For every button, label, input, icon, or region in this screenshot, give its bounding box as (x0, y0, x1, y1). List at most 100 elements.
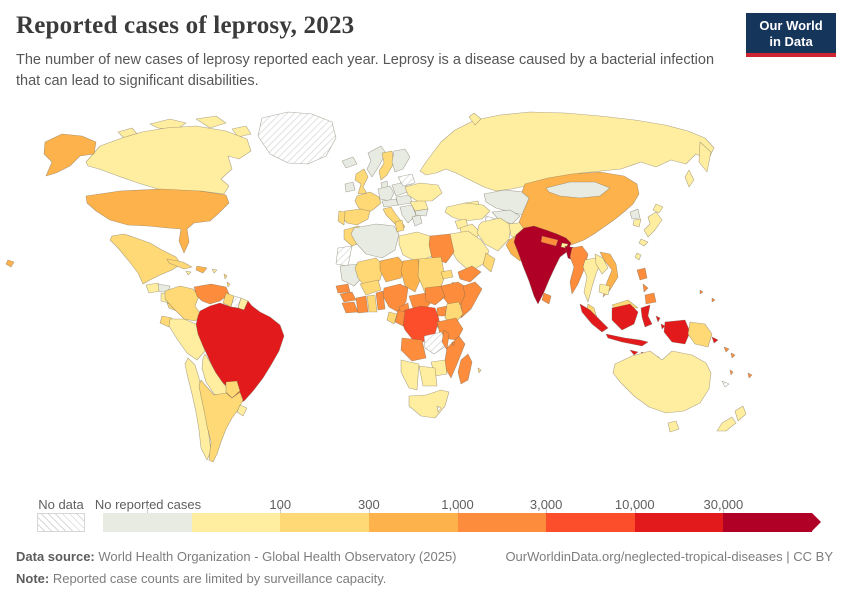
region-indonesia-moluccas[interactable]: Indonesia (Moluccas) (660, 323, 666, 330)
region-laos[interactable]: Laos (594, 253, 609, 275)
region-norway[interactable]: Norway (366, 145, 387, 178)
region-lesser-antilles[interactable]: Lesser Antilles (226, 281, 231, 288)
region-south-korea[interactable]: South Korea (632, 218, 642, 228)
region-philippines[interactable]: Philippines (642, 283, 649, 293)
legend-bin-none[interactable] (103, 513, 192, 532)
region-canadian-arctic[interactable]: Canada (Arctic Islands) (195, 115, 227, 129)
region-oman[interactable]: Oman (482, 252, 496, 273)
region-madagascar[interactable]: Madagascar (457, 353, 473, 385)
region-alaska[interactable]: United States (Alaska) (43, 133, 97, 177)
region-venezuela[interactable]: Venezuela (193, 283, 230, 305)
legend-bin-gt-30k[interactable] (723, 513, 812, 532)
region-uk[interactable]: United Kingdom (354, 168, 369, 195)
region-canadian-arctic[interactable]: Canada (Arctic Islands) (231, 125, 252, 138)
region-indonesia-sulawesi[interactable]: Indonesia (Sulawesi) (640, 304, 653, 328)
region-mongolia[interactable]: Mongolia (545, 181, 611, 199)
region-iceland[interactable]: Iceland (341, 156, 358, 169)
region-greenland[interactable]: Greenland (257, 111, 337, 165)
region-hawaii[interactable]: United States (Hawaii) (5, 259, 15, 268)
region-tunisia[interactable]: Tunisia (394, 219, 405, 233)
region-lesotho[interactable]: Lesotho (436, 405, 442, 413)
region-taiwan[interactable]: Taiwan (634, 252, 642, 261)
region-belarus[interactable]: Belarus (397, 173, 416, 187)
region-new-caledonia[interactable]: New Caledonia (721, 380, 730, 388)
region-cambodia[interactable]: Cambodia (598, 283, 611, 296)
region-somalia[interactable]: Somalia (460, 281, 483, 319)
region-india[interactable]: India (513, 225, 572, 305)
region-ghana[interactable]: Ghana (366, 294, 378, 313)
region-balkans[interactable]: Balkans (399, 204, 417, 224)
region-iran[interactable]: Iran (476, 217, 512, 252)
legend-bin-100-300[interactable] (280, 513, 369, 532)
region-angola[interactable]: Angola (400, 337, 427, 362)
region-mauritius[interactable]: Mauritius (477, 367, 482, 374)
region-australia[interactable]: Australia (612, 350, 712, 414)
region-indonesia-papua[interactable]: Indonesia (Papua) (663, 319, 691, 345)
region-japan[interactable]: Japan (652, 203, 664, 214)
region-indonesia-moluccas[interactable]: Indonesia (Moluccas) (655, 315, 661, 323)
region-indonesia-kalimantan[interactable]: Indonesia (Kalimantan) (611, 303, 639, 331)
region-papua-new-guinea[interactable]: Papua New Guinea (687, 321, 713, 348)
region-egypt[interactable]: Egypt (428, 233, 455, 264)
region-peru[interactable]: Peru (168, 318, 206, 361)
region-germany[interactable]: Germany (377, 185, 395, 202)
region-turkey[interactable]: Turkey (444, 202, 491, 222)
region-south-sudan[interactable]: South Sudan (424, 285, 446, 306)
region-paraguay[interactable]: Paraguay (225, 380, 241, 399)
legend-bin-1k-3k[interactable] (457, 513, 547, 532)
region-japan[interactable]: Japan (638, 238, 649, 247)
region-fiji[interactable]: Fiji (747, 372, 753, 379)
region-czechia-hungary[interactable]: Czechia / Hungary (395, 194, 413, 206)
region-hispaniola[interactable]: Dominican Republic / Haiti (195, 265, 208, 274)
region-kamchatka[interactable]: Russia (Far East) (698, 141, 712, 173)
region-bulgaria[interactable]: Bulgaria (414, 208, 429, 217)
region-indonesia-lesser-sunda[interactable]: Indonesia (Lesser Sunda) (629, 349, 639, 356)
region-spain[interactable]: Spain (341, 208, 371, 226)
region-namibia[interactable]: Namibia (400, 359, 420, 391)
region-niger[interactable]: Niger (379, 256, 406, 283)
region-solomon-islands[interactable]: Solomon Islands (730, 352, 736, 359)
region-ireland[interactable]: Ireland (344, 181, 356, 193)
region-jamaica[interactable]: Jamaica (185, 270, 192, 276)
region-burkina-faso[interactable]: Burkina Faso (359, 279, 382, 296)
legend-bin-lt-100[interactable] (191, 513, 281, 532)
region-chad[interactable]: Chad (400, 258, 422, 293)
region-congo[interactable]: Congo (394, 309, 406, 327)
region-eritrea[interactable]: Eritrea (440, 269, 454, 280)
region-cote-divoire[interactable]: Côte d'Ivoire (355, 295, 369, 314)
region-libya[interactable]: Libya (398, 231, 433, 263)
region-sweden[interactable]: Sweden (378, 150, 395, 181)
region-myanmar[interactable]: Myanmar (569, 245, 589, 295)
region-vanuatu[interactable]: Vanuatu (729, 369, 734, 376)
region-philippines[interactable]: Philippines (636, 267, 648, 281)
region-yemen[interactable]: Yemen (457, 265, 482, 283)
region-south-africa[interactable]: South Africa (408, 389, 450, 419)
region-usa[interactable]: United States (85, 188, 230, 254)
region-micronesia[interactable]: Micronesia (711, 297, 716, 303)
region-solomon-islands[interactable]: Solomon Islands (723, 346, 730, 353)
region-zambia[interactable]: Zambia (423, 331, 447, 355)
region-algeria[interactable]: Algeria (350, 223, 400, 259)
region-philippines[interactable]: Philippines (644, 292, 657, 305)
region-mexico[interactable]: Mexico (109, 233, 182, 285)
region-nepal[interactable]: Nepal (540, 235, 559, 247)
region-sakhalin[interactable]: Russia (Sakhalin) (684, 169, 695, 188)
region-western-sahara[interactable]: Western Sahara (335, 245, 353, 267)
region-japan[interactable]: Japan (643, 211, 663, 238)
region-indonesia-sumatra[interactable]: Indonesia (Sumatra) (579, 303, 609, 333)
region-north-korea[interactable]: North Korea (629, 208, 641, 220)
region-russia[interactable]: Russia (419, 111, 715, 192)
legend-bin-10k-30k[interactable] (634, 513, 724, 532)
legend-bin-3k-10k[interactable] (546, 513, 635, 532)
region-puerto-rico[interactable]: Puerto Rico (211, 268, 218, 274)
footer-link[interactable]: OurWorldinData.org/neglected-tropical-di… (505, 549, 833, 564)
region-indonesia-java[interactable]: Indonesia (Java) (605, 333, 649, 347)
region-guinea[interactable]: Guinea (339, 291, 357, 303)
region-micronesia[interactable]: Micronesia (699, 289, 704, 295)
region-sri-lanka[interactable]: Sri Lanka (541, 292, 552, 305)
region-novaya-zemlya[interactable]: Russia (Novaya Zemlya) (468, 112, 482, 126)
region-lesser-antilles[interactable]: Lesser Antilles (223, 273, 228, 280)
owid-logo[interactable]: Our World in Data (746, 13, 836, 58)
region-portugal[interactable]: Portugal (337, 210, 346, 226)
region-argentina[interactable]: Argentina (198, 379, 244, 463)
